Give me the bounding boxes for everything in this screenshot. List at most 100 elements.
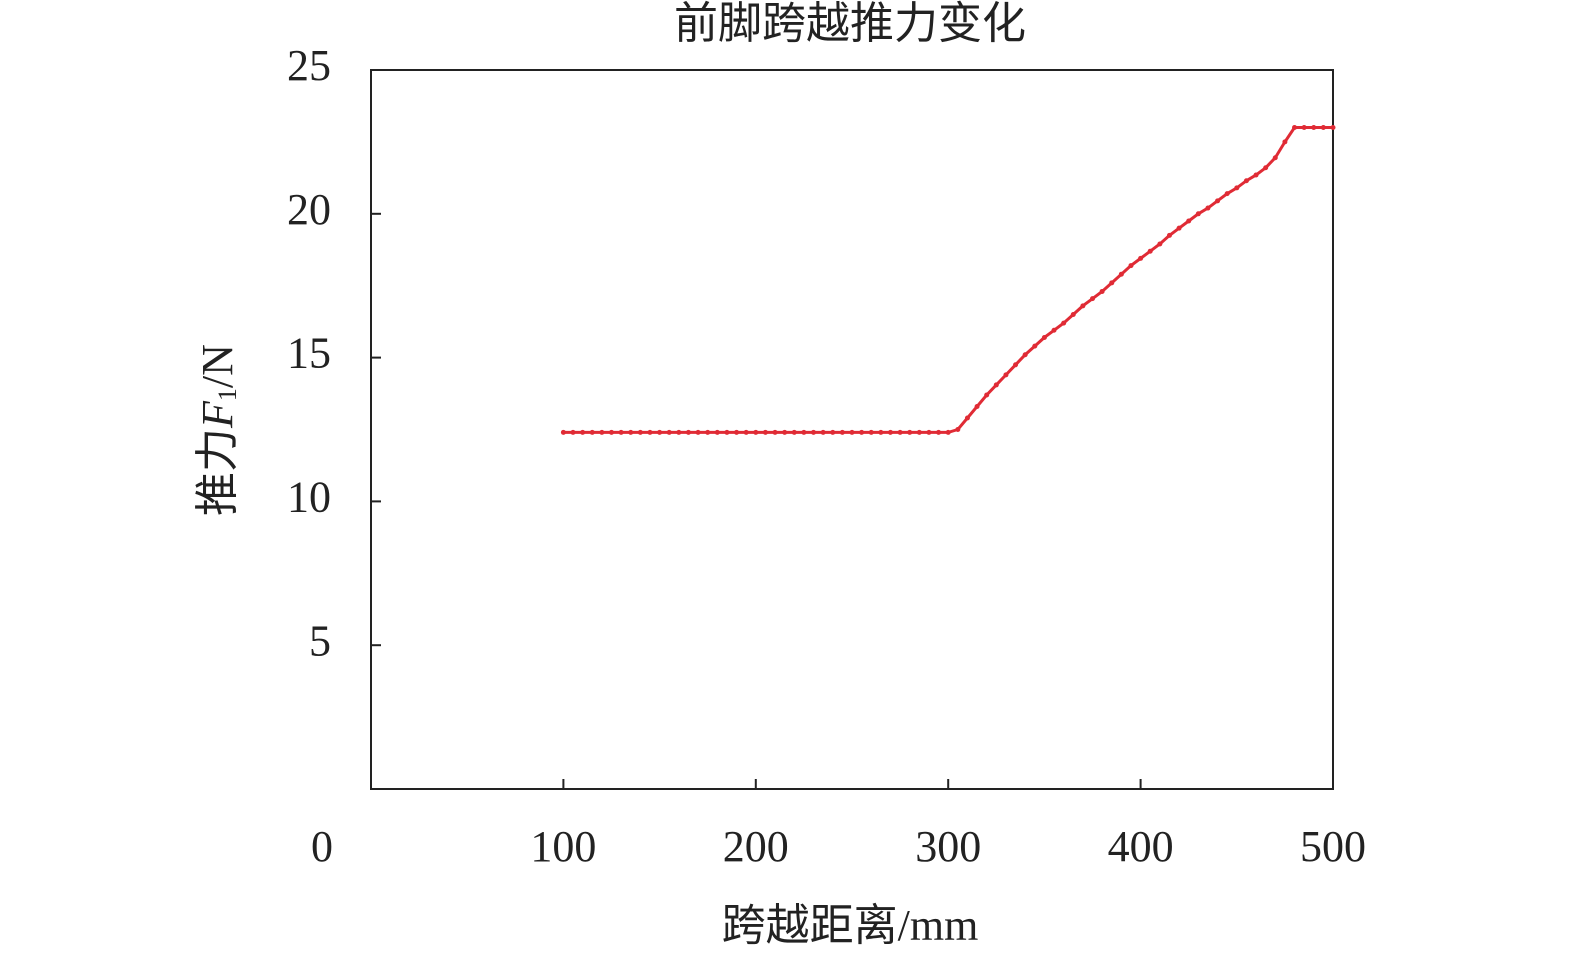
data-point [897,429,903,435]
data-point [964,415,970,421]
data-point [1080,303,1086,309]
data-point [618,429,624,435]
data-point [666,429,672,435]
data-point [1263,165,1269,171]
data-point [1061,320,1067,326]
data-point [743,429,749,435]
data-point [1090,296,1095,302]
y-label-name: 推力 [193,428,242,516]
data-point [657,429,663,435]
data-point [1147,248,1153,254]
data-point [1157,241,1163,247]
data-point [887,429,893,435]
data-point [1099,288,1105,294]
data-point [1138,255,1144,261]
data-point [1118,271,1124,277]
data-point [1301,125,1307,131]
data-point [830,429,836,435]
data-point [955,427,961,432]
data-point [637,429,643,435]
data-point [560,429,566,435]
data-point [734,429,740,435]
data-point [1292,125,1298,131]
data-point [676,429,682,435]
y-tick-label: 20 [287,185,331,234]
y-tick-label: 10 [287,472,331,521]
y-tick-label: 5 [309,616,331,665]
data-point [1128,263,1134,269]
data-point [714,429,720,435]
chart-title: 前脚跨越推力变化 [674,0,1026,48]
x-axis-label: 跨越距离/mm [722,901,979,950]
data-point [609,429,614,435]
data-point [1234,185,1240,191]
data-point [1032,343,1038,349]
y-tick-label: 25 [287,41,331,90]
y-axis-label: 推力F1/N [193,344,242,516]
data-point [1022,352,1028,358]
data-point [1282,139,1288,145]
data-point [570,429,576,435]
data-point [782,429,788,435]
data-point [820,429,826,435]
data-point [1186,218,1192,224]
y-tick-label: 15 [287,329,331,378]
plot-frame [370,69,1334,790]
data-point [878,429,884,435]
data-point [1205,205,1211,211]
y-label-unit: /N [193,344,242,388]
data-point [859,429,865,435]
data-point [945,429,951,435]
data-line [563,126,1333,434]
data-point [1272,155,1278,161]
data-point [1320,125,1326,131]
data-point [1311,125,1317,131]
x-tick-label: 0 [311,822,333,871]
data-point [1253,172,1259,178]
data-point [599,429,605,435]
data-point [984,392,990,398]
x-tick-label: 100 [530,822,596,871]
data-point [1215,198,1221,204]
data-point [868,429,874,435]
data-point [580,429,586,435]
x-tick-label: 400 [1108,822,1174,871]
data-point [1041,334,1047,340]
y-label-subscript: 1 [213,388,242,401]
data-point [1013,362,1019,368]
data-point [1195,211,1201,217]
data-point [1330,125,1336,131]
data-point [705,429,711,435]
data-point [695,429,701,435]
data-point [811,429,817,435]
data-point [839,429,845,435]
data-point [907,429,913,435]
data-point [1109,280,1115,286]
data-point [1176,225,1182,231]
data-point [628,429,634,435]
data-point [647,429,653,435]
y-label-symbol: F [193,400,242,429]
data-point [1243,178,1249,184]
data-point [724,429,730,435]
data-point [916,429,922,435]
data-point [762,429,768,435]
data-point [801,429,807,435]
data-point [974,403,980,409]
data-point [936,429,942,435]
x-tick-label: 500 [1300,822,1366,871]
data-point [1003,372,1009,378]
data-point [753,429,759,435]
data-point [1051,327,1057,333]
data-point [926,429,932,435]
data-point [1224,191,1230,197]
data-point [772,429,778,435]
data-point [685,429,691,435]
data-point [1070,311,1076,317]
data-point [1166,232,1172,238]
data-point [791,429,797,435]
data-point [849,429,855,435]
x-tick-label: 300 [915,822,981,871]
